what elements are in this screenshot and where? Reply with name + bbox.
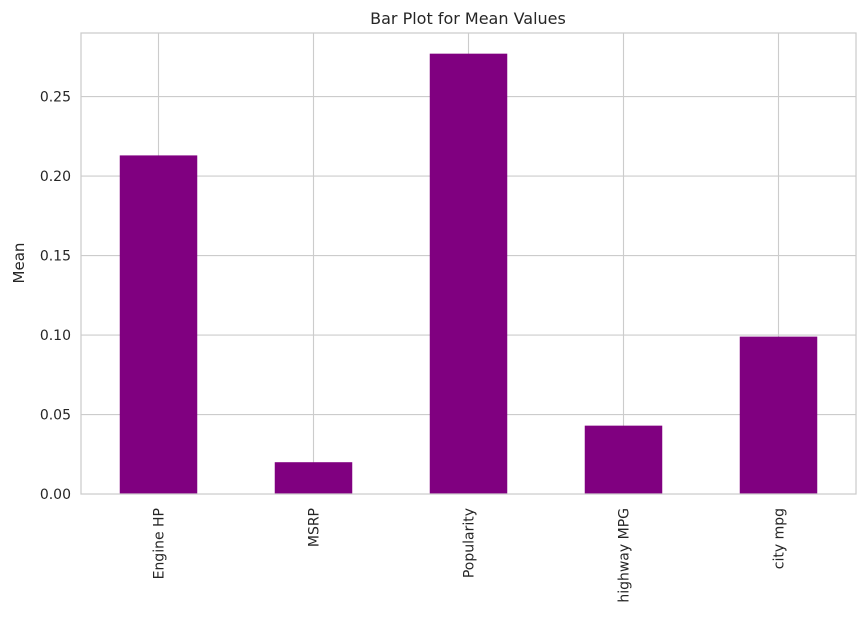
y-tick-label: 0.05 bbox=[40, 408, 71, 424]
bar-city-mpg bbox=[739, 336, 818, 494]
y-tick-label: 0.10 bbox=[40, 328, 71, 344]
x-tick-label: highway MPG bbox=[617, 508, 633, 603]
plot-frame bbox=[80, 32, 857, 495]
bar-highway-mpg bbox=[584, 425, 663, 494]
x-tick-label: Engine HP bbox=[152, 508, 168, 579]
bar-popularity bbox=[429, 53, 508, 494]
y-tick-label: 0.15 bbox=[40, 249, 71, 265]
chart-title: Bar Plot for Mean Values bbox=[370, 9, 566, 28]
y-tick-label: 0.20 bbox=[40, 169, 71, 185]
y-tick-label: 0.00 bbox=[40, 487, 71, 503]
x-tick-label: MSRP bbox=[307, 508, 323, 547]
bar-engine-hp bbox=[119, 155, 198, 494]
x-tick-label: Popularity bbox=[462, 508, 478, 578]
bar-msrp bbox=[274, 462, 353, 494]
y-tick-label: 0.25 bbox=[40, 90, 71, 106]
x-tick-label: city mpg bbox=[772, 508, 788, 569]
y-axis-title: Mean bbox=[10, 243, 28, 284]
